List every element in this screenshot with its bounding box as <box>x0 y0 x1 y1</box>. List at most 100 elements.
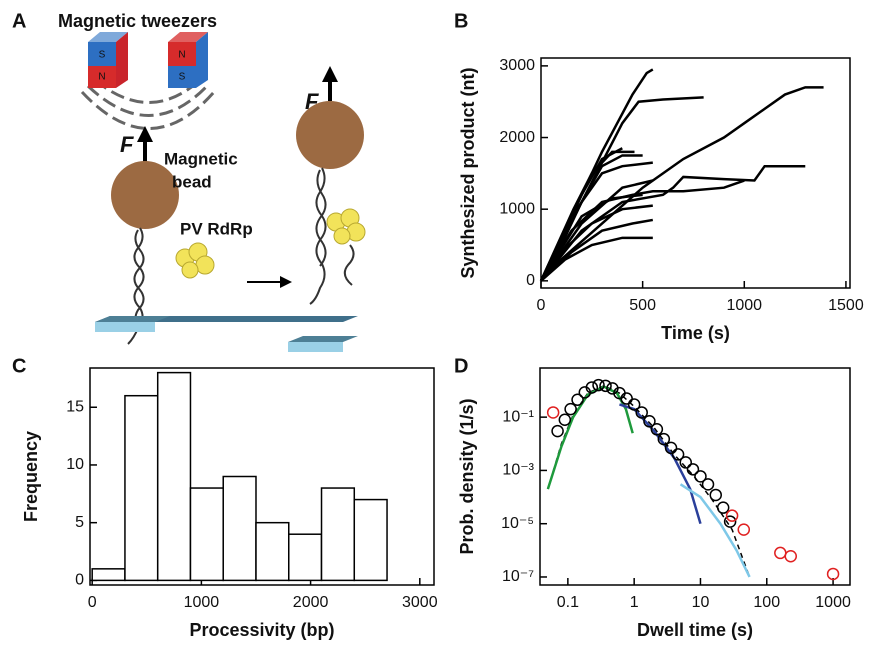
surface <box>95 322 155 332</box>
point <box>627 398 641 411</box>
x-tick-label: 500 <box>629 297 656 314</box>
bar <box>320 487 356 582</box>
point <box>643 415 656 428</box>
y-tick-label: 10⁻¹ <box>502 408 534 425</box>
point <box>657 432 671 446</box>
bar <box>255 521 290 582</box>
panel-label: D <box>454 355 468 377</box>
y-tick-label: 0 <box>526 272 535 289</box>
line <box>547 384 751 578</box>
force-arrow <box>322 66 338 82</box>
enzyme <box>175 242 215 279</box>
line <box>546 385 634 490</box>
point <box>571 393 584 406</box>
line <box>539 150 635 282</box>
point <box>635 406 648 419</box>
bar <box>288 533 323 582</box>
x-tick-label: 1000 <box>815 594 851 611</box>
pole-label: S <box>179 72 186 83</box>
bead <box>296 101 364 169</box>
x-tick-label: 3000 <box>402 594 438 611</box>
point <box>784 550 798 563</box>
dna <box>309 167 327 305</box>
panel-label: B <box>454 10 468 32</box>
field-lines <box>80 78 216 130</box>
dna <box>343 244 355 286</box>
y-axis-label: Frequency <box>21 431 41 522</box>
point <box>686 463 700 476</box>
x-tick-label: 1500 <box>828 297 864 314</box>
y-tick-label: 15 <box>66 398 84 415</box>
arrow <box>280 276 292 288</box>
surface <box>288 336 358 342</box>
y-tick-label: 1000 <box>499 200 535 217</box>
diagram-title: Magnetic tweezers <box>58 11 217 31</box>
enzyme-label: PV RdRp <box>180 219 253 238</box>
x-axis-label: Dwell time (s) <box>637 620 753 640</box>
line <box>539 204 653 282</box>
x-tick-label: 2000 <box>293 594 329 611</box>
point <box>737 523 751 536</box>
point <box>826 567 840 581</box>
line <box>679 483 751 578</box>
point <box>716 501 730 514</box>
y-tick-label: 5 <box>75 514 84 531</box>
point <box>585 381 599 394</box>
x-axis-label: Time (s) <box>661 323 730 343</box>
line <box>539 193 643 282</box>
x-tick-label: 10 <box>692 594 710 611</box>
panel-label: A <box>12 10 26 32</box>
x-tick-label: 1000 <box>184 594 220 611</box>
bead-label: Magnetic <box>164 149 238 168</box>
bead-label: bead <box>172 172 212 191</box>
point <box>592 378 605 392</box>
bar <box>353 498 388 582</box>
plot-frame <box>89 367 435 586</box>
point <box>551 424 564 438</box>
x-tick-label: 1000 <box>726 297 762 314</box>
bar <box>156 371 192 582</box>
y-tick-label: 10⁻⁵ <box>501 515 534 532</box>
line <box>540 236 653 282</box>
point <box>558 413 572 426</box>
x-tick-label: 0 <box>537 297 546 314</box>
point <box>709 488 722 502</box>
pole-label: S <box>99 50 106 61</box>
y-axis-label: Synthesized product (nt) <box>458 67 478 278</box>
point <box>664 441 678 455</box>
magnet: N S <box>168 32 208 88</box>
point <box>546 406 560 419</box>
y-tick-label: 10⁻³ <box>502 462 534 479</box>
point <box>679 456 693 469</box>
y-axis-label: Prob. density (1/s) <box>457 398 477 554</box>
x-tick-label: 100 <box>753 594 780 611</box>
surface <box>288 342 343 352</box>
y-tick-label: 10⁻⁷ <box>502 568 534 585</box>
x-axis-label: Processivity (bp) <box>189 620 334 640</box>
x-tick-label: 0 <box>88 594 97 611</box>
panel-label: C <box>12 355 26 377</box>
y-tick-label: 10 <box>66 456 84 473</box>
point <box>620 392 633 405</box>
force-arrow <box>137 126 153 142</box>
point <box>725 509 739 522</box>
bar <box>91 568 126 582</box>
bar <box>189 487 224 582</box>
point <box>564 402 577 416</box>
line <box>619 403 702 525</box>
point <box>723 515 737 528</box>
point <box>599 379 612 393</box>
line <box>540 164 806 282</box>
pole-label: N <box>98 72 105 83</box>
bead <box>111 161 179 229</box>
enzyme <box>326 208 366 245</box>
plot-frame <box>539 367 851 586</box>
line <box>540 86 824 282</box>
point <box>774 546 787 560</box>
magnet: S N <box>88 32 128 88</box>
y-tick-label: 3000 <box>499 57 535 74</box>
pole-label: N <box>178 50 185 61</box>
point <box>671 448 685 461</box>
x-tick-label: 1 <box>630 594 639 611</box>
